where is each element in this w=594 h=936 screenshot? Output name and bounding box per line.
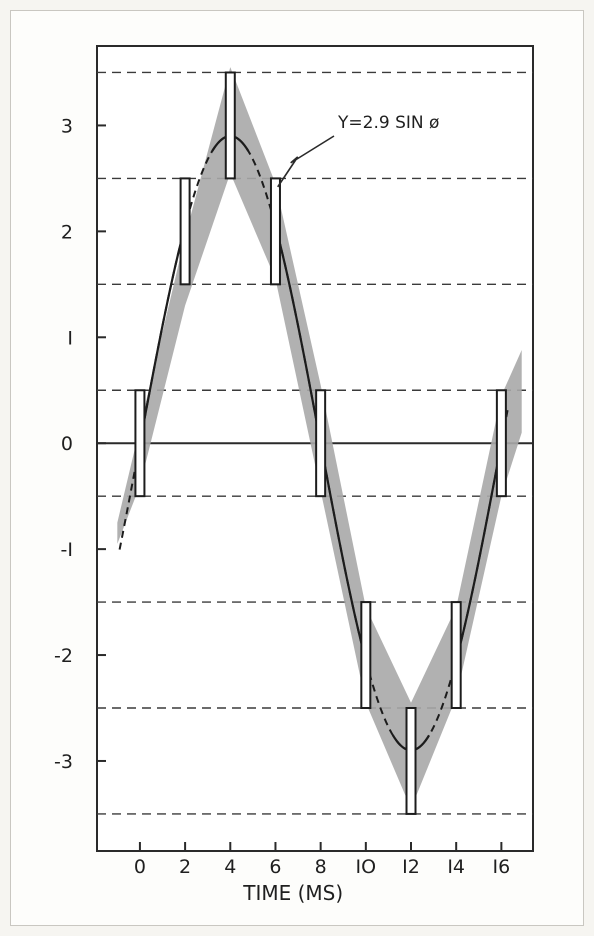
sine-curve-solid-3	[319, 442, 367, 661]
x-axis-title: TIME (MS)	[242, 881, 343, 905]
y-tick-label-0: 3	[61, 115, 73, 137]
x-tick-label-6: I2	[402, 856, 420, 878]
y-tick-label-6: -3	[54, 751, 73, 773]
bar-3	[269, 177, 281, 286]
x-tick-label-3: 6	[269, 856, 281, 878]
y-tick-label-2: I	[67, 327, 73, 349]
bar-8	[495, 389, 507, 498]
x-tick-label-1: 2	[179, 856, 191, 878]
x-axis-ticks: 0 2 4 6 8 IO I2 I4 I6	[134, 842, 510, 878]
bar-7	[450, 601, 462, 710]
data-bars	[134, 71, 507, 815]
x-tick-label-2: 4	[224, 856, 236, 878]
x-tick-label-0: 0	[134, 856, 146, 878]
bar-4	[315, 389, 327, 498]
y-tick-label-1: 2	[61, 221, 73, 243]
sine-curve-solid-2	[274, 225, 322, 444]
bar-6	[405, 707, 417, 815]
annotation-label: Y=2.9 SIN ø	[337, 113, 439, 133]
x-tick-label-5: IO	[356, 856, 377, 878]
bar-2	[224, 71, 236, 180]
bar-0	[134, 389, 146, 498]
x-tick-label-4: 8	[315, 856, 327, 878]
sine-curve-solid-5	[455, 442, 503, 661]
bar-5	[360, 601, 372, 710]
y-tick-label-5: -2	[54, 645, 73, 667]
x-tick-label-8: I6	[493, 856, 511, 878]
sine-curve-solid-0	[138, 225, 187, 444]
annotation-group: Y=2.9 SIN ø	[277, 113, 439, 188]
x-tick-label-7: I4	[447, 856, 465, 878]
y-axis-ticks: 3 2 I 0 -I -2 -3	[54, 115, 106, 773]
y-tick-label-3: 0	[61, 433, 73, 455]
bar-1	[179, 177, 191, 286]
y-tick-label-4: -I	[61, 539, 73, 561]
annotation-leader	[277, 135, 335, 188]
